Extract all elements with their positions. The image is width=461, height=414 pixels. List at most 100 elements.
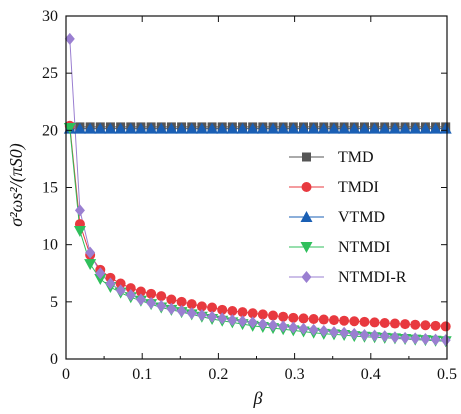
y-tick-label: 15 (42, 180, 58, 197)
data-point-ntmdi-r (288, 321, 299, 334)
x-tick-label: 0.5 (437, 366, 457, 383)
data-point-tmdi (349, 316, 360, 327)
data-point-tmdi (166, 294, 177, 305)
data-point-ntmdi-r (105, 277, 116, 290)
x-tick-label: 0.3 (285, 366, 305, 383)
data-point-ntmdi-r (135, 293, 146, 306)
legend-marker-ntmdi (300, 242, 313, 253)
data-point-ntmdi (84, 259, 97, 271)
data-point-ntmdi-r (74, 204, 85, 217)
data-point-ntmdi-r (410, 332, 421, 345)
data-point-tmdi (328, 315, 339, 326)
data-point-ntmdi-r (176, 304, 187, 317)
data-point-tmdi (176, 296, 187, 307)
data-point-tmdi (207, 302, 218, 313)
data-point-tmdi (146, 288, 157, 299)
data-point-ntmdi-r (186, 307, 197, 320)
series-markers-ntmdi-r (64, 32, 451, 347)
data-point-tmdi (389, 318, 400, 329)
data-point-ntmdi-r (440, 334, 451, 347)
data-point-ntmdi (73, 225, 86, 237)
data-point-vtmd (145, 122, 158, 134)
data-point-tmdi (125, 283, 136, 294)
data-point-tmdi (186, 299, 197, 310)
data-point-vtmd (114, 122, 127, 134)
data-point-ntmdi-r (318, 324, 329, 337)
data-point-vtmd (358, 122, 371, 134)
data-point-ntmdi-r (369, 329, 380, 342)
series-line-tmdi (66, 125, 446, 327)
data-point-tmdi (237, 307, 248, 318)
y-tick-label: 25 (42, 65, 58, 82)
data-point-vtmd (277, 122, 290, 134)
data-point-tmdi (298, 313, 309, 324)
data-point-ntmdi-r (278, 320, 289, 333)
data-point-vtmd (256, 122, 269, 134)
data-point-tmdi (440, 321, 451, 332)
data-point-ntmdi-r (268, 319, 279, 332)
data-point-ntmdi-r (115, 284, 126, 297)
data-point-tmdi (339, 315, 350, 326)
series-line-ntmdi-r (66, 38, 446, 341)
x-tick-label: 0 (62, 366, 70, 383)
legend-label-tmd: TMD (338, 149, 374, 166)
data-point-tmdi (430, 320, 441, 331)
data-point-ntmdi-r (339, 326, 350, 339)
data-point-tmdi (278, 311, 289, 322)
data-point-vtmd (124, 122, 137, 134)
legend-label-tmdi: TMDI (338, 179, 379, 196)
data-point-ntmdi-r (247, 316, 258, 329)
legend-label-ntmdi: NTMDI (338, 239, 390, 256)
data-point-vtmd (206, 122, 219, 134)
data-point-ntmdi-r (146, 296, 157, 309)
data-point-vtmd (378, 122, 391, 134)
data-point-vtmd (399, 122, 412, 134)
data-point-vtmd (94, 122, 107, 134)
x-tick-label: 0.1 (132, 366, 152, 383)
data-point-vtmd (429, 122, 442, 134)
data-point-vtmd (175, 122, 188, 134)
data-point-vtmd (327, 122, 340, 134)
data-point-tmdi (247, 308, 258, 319)
data-point-vtmd (307, 122, 320, 134)
data-point-tmdi (379, 317, 390, 328)
data-point-vtmd (185, 122, 198, 134)
y-tick-label: 30 (42, 8, 58, 25)
data-point-tmdi (359, 316, 370, 327)
data-point-tmdi (308, 313, 319, 324)
y-tick-label: 10 (42, 237, 58, 254)
data-point-tmdi (257, 309, 268, 320)
data-point-ntmdi-r (298, 322, 309, 335)
legend-marker-tmdi (301, 182, 312, 192)
data-point-tmdi (196, 301, 207, 312)
data-point-tmdi (135, 286, 146, 297)
data-point-vtmd (419, 122, 432, 134)
data-point-ntmdi-r (166, 302, 177, 315)
data-point-tmdi (288, 312, 299, 323)
data-point-vtmd (388, 122, 401, 134)
data-point-ntmdi (94, 273, 107, 285)
data-point-vtmd (317, 122, 330, 134)
data-point-ntmdi-r (420, 332, 431, 345)
data-point-ntmdi-r (85, 246, 96, 259)
legend: TMD TMDI VTMD NTMDI NTMDI-R (289, 149, 407, 286)
data-point-ntmdi-r (400, 331, 411, 344)
x-tick-label: 0.4 (361, 366, 381, 383)
y-tick-label: 0 (50, 351, 58, 368)
data-point-vtmd (73, 122, 86, 134)
data-point-vtmd (338, 122, 351, 134)
data-point-vtmd (409, 122, 422, 134)
data-point-ntmdi-r (95, 267, 106, 280)
data-point-vtmd (246, 122, 259, 134)
data-point-ntmdi-r (308, 323, 319, 336)
legend-marker-vtmd (300, 211, 313, 222)
data-point-tmdi (369, 317, 380, 328)
data-point-tmdi (318, 314, 329, 325)
data-point-tmdi (410, 319, 421, 330)
data-point-ntmdi-r (430, 333, 441, 346)
data-point-vtmd (439, 122, 452, 134)
data-point-vtmd (195, 122, 208, 134)
data-point-vtmd (226, 122, 239, 134)
legend-label-ntmdi-r: NTMDI-R (338, 269, 407, 286)
data-point-vtmd (297, 122, 310, 134)
